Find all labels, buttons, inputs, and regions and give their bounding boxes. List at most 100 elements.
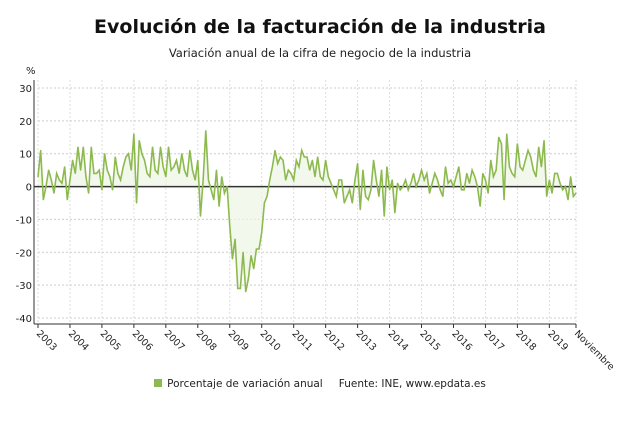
data-point [351, 202, 353, 204]
data-point [383, 215, 385, 217]
data-point [234, 238, 236, 240]
x-tick-label: 2019 [545, 328, 570, 353]
data-point [407, 189, 409, 191]
data-point [250, 254, 252, 257]
legend-label: Porcentaje de variación anual [167, 378, 323, 390]
data-point [418, 179, 420, 181]
data-point [306, 156, 308, 158]
data-point [463, 189, 465, 191]
data-point [277, 162, 279, 165]
data-point [237, 287, 239, 290]
data-point [82, 146, 84, 148]
data-point [572, 195, 574, 198]
series-line [37, 130, 577, 292]
data-point [199, 215, 202, 217]
data-point [538, 146, 540, 148]
data-point [45, 185, 47, 188]
data-point [53, 192, 55, 194]
data-point [388, 189, 391, 191]
data-point [498, 136, 500, 138]
data-point [119, 179, 122, 181]
x-tick-label: 2017 [481, 328, 506, 353]
data-point [554, 172, 556, 175]
data-point [540, 166, 542, 168]
data-point [317, 156, 319, 158]
data-point [439, 189, 441, 191]
data-point [130, 169, 132, 171]
y-tick-label: 20 [19, 117, 32, 128]
data-point [346, 195, 348, 198]
data-point [524, 159, 526, 161]
data-point [127, 153, 130, 155]
data-point [175, 159, 178, 161]
data-point [207, 179, 210, 181]
data-point [447, 182, 449, 184]
data-point [562, 189, 564, 191]
data-point [444, 166, 447, 168]
data-point [391, 179, 393, 181]
data-point [186, 176, 188, 178]
data-point [500, 143, 503, 145]
data-point [567, 199, 569, 201]
data-point [380, 169, 383, 171]
data-point [173, 166, 175, 168]
data-point [167, 146, 170, 148]
data-point [253, 268, 255, 270]
data-point [543, 139, 545, 142]
x-tick-label: 2013 [353, 328, 378, 353]
data-point [303, 156, 305, 158]
data-point [474, 176, 476, 178]
data-point [239, 287, 242, 290]
data-point [287, 169, 289, 171]
data-point [532, 169, 534, 171]
data-point [48, 169, 50, 171]
data-point [98, 169, 100, 171]
data-point [93, 172, 95, 175]
y-tick-label: -20 [16, 248, 32, 259]
data-point [428, 192, 431, 194]
data-point [314, 176, 316, 178]
data-point [450, 179, 452, 181]
data-point [301, 149, 303, 152]
source-text: Fuente: INE, www.epdata.es [338, 378, 486, 390]
x-tick-label: 2014 [385, 328, 410, 353]
data-point [442, 195, 444, 198]
data-point [293, 179, 295, 181]
data-point [511, 172, 513, 175]
data-point [404, 179, 407, 181]
x-tick-label: 2008 [194, 328, 219, 353]
data-point [434, 172, 436, 175]
data-point [362, 169, 364, 171]
data-point [285, 179, 287, 181]
data-point [466, 172, 468, 175]
chart-subtitle: Variación anual de la cifra de negocio d… [168, 46, 472, 60]
data-point [50, 179, 52, 181]
data-point [322, 179, 324, 181]
data-point [170, 169, 172, 171]
data-point [290, 172, 292, 175]
data-point [508, 166, 511, 168]
x-tick-label: 2007 [162, 328, 187, 353]
data-point [354, 179, 356, 181]
y-tick-label: -30 [16, 281, 32, 292]
data-point [178, 172, 180, 175]
data-point [476, 185, 479, 188]
data-point [495, 169, 497, 171]
data-point [364, 195, 367, 198]
data-point [114, 156, 116, 158]
data-point [452, 185, 455, 188]
x-tick-label: 2004 [66, 328, 91, 353]
x-tick-label: 2018 [513, 328, 538, 353]
data-point [359, 208, 361, 211]
data-point [487, 192, 489, 194]
x-tick-label: 2011 [290, 328, 315, 353]
x-tick-label: 2003 [34, 328, 59, 353]
data-point [111, 189, 114, 191]
data-point [519, 166, 521, 168]
data-point [269, 179, 271, 181]
data-point [226, 185, 228, 188]
data-point [56, 172, 58, 175]
data-point [370, 189, 372, 191]
data-point [564, 185, 566, 188]
